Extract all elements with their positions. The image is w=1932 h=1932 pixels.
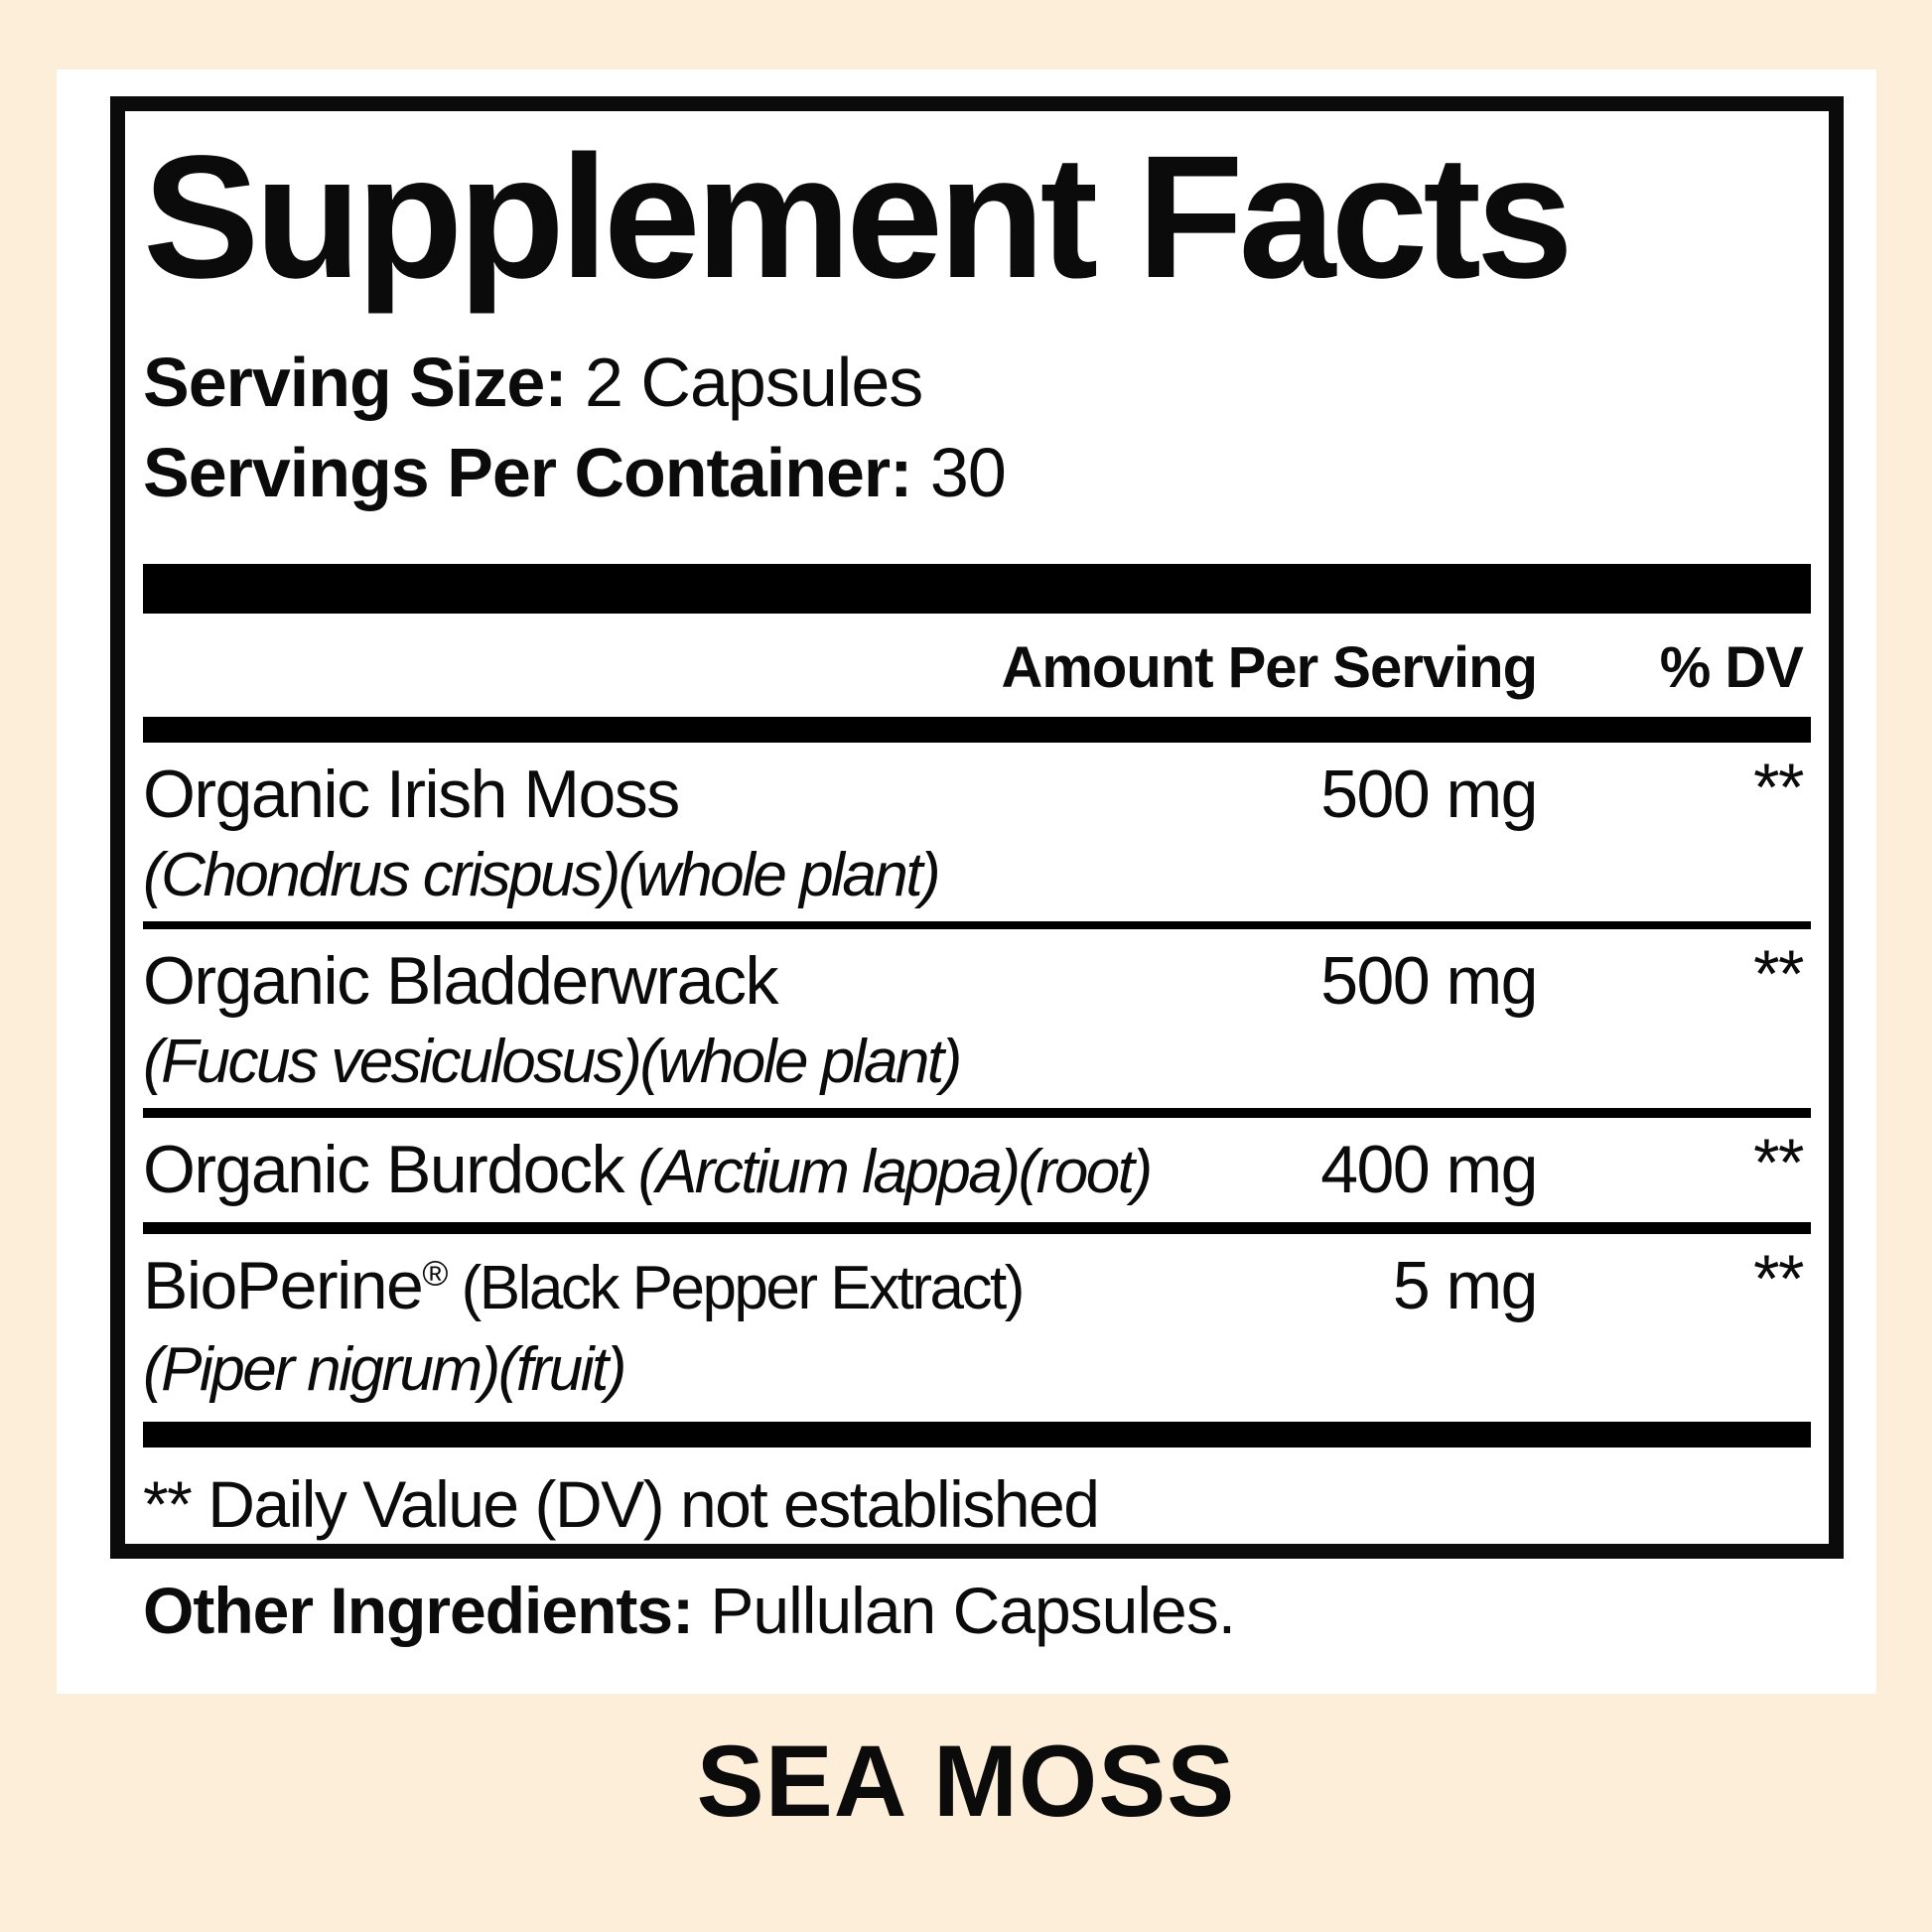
other-ingredients-label: Other Ingredients: — [143, 1574, 694, 1647]
ingredient-main-line: Organic Irish Moss 500 mg ** — [143, 753, 1811, 836]
ingredient-subline: (Chondrus crispus)(whole plant) — [143, 841, 941, 909]
ingredient-subline: (Piper nigrum)(fruit) — [143, 1335, 626, 1404]
other-ingredients-line: Other Ingredients: Pullulan Capsules. — [143, 1571, 1236, 1650]
amount-per-serving-header: Amount Per Serving — [1001, 635, 1538, 700]
product-name: SEA MOSS — [696, 1725, 1236, 1838]
ingredient-dv: ** — [1753, 1125, 1804, 1200]
ingredient-name-note: (Arctium lappa)(root) — [622, 1138, 1153, 1206]
ingredient-amount: 500 mg — [1320, 757, 1538, 832]
column-header-row: Amount Per Serving % DV — [143, 614, 1811, 717]
other-ingredients-value: Pullulan Capsules. — [710, 1574, 1236, 1647]
daily-value-footnote: ** Daily Value (DV) not established — [143, 1467, 1100, 1541]
ingredient-main-line: Organic Bladderwrack 500 mg ** — [143, 939, 1811, 1023]
ingredient-row: BioPerine® (Black Pepper Extract) 5 mg *… — [143, 1234, 1811, 1418]
supplement-facts-panel: Supplement Facts Serving Size: 2 Capsule… — [110, 96, 1844, 1559]
label-card: Supplement Facts Serving Size: 2 Capsule… — [57, 69, 1876, 1694]
ingredient-name: Organic Bladderwrack — [143, 943, 778, 1019]
divider-thick-top — [143, 564, 1811, 614]
ingredient-amount: 500 mg — [1320, 943, 1538, 1019]
ingredient-row: Organic Irish Moss 500 mg ** (Chondrus c… — [143, 743, 1811, 929]
serving-info: Serving Size: 2 Capsules Servings Per Co… — [143, 338, 1811, 518]
serving-size-line: Serving Size: 2 Capsules — [143, 338, 1811, 428]
ingredient-amount: 400 mg — [1320, 1132, 1538, 1207]
ingredient-amount: 5 mg — [1392, 1248, 1539, 1323]
serving-size-value: 2 Capsules — [585, 344, 923, 421]
ingredient-rows: Organic Irish Moss 500 mg ** (Chondrus c… — [143, 743, 1811, 1418]
ingredient-dv: ** — [1753, 1241, 1804, 1316]
servings-per-container-line: Servings Per Container: 30 — [143, 428, 1811, 518]
divider-above-footnote — [143, 1422, 1811, 1448]
servings-per-container-label: Servings Per Container: — [143, 434, 912, 511]
ingredient-row: Organic Burdock (Arctium lappa)(root) 40… — [143, 1118, 1811, 1234]
ingredient-dv: ** — [1753, 750, 1804, 825]
ingredient-dv: ** — [1753, 936, 1804, 1012]
ingredient-main-line: Organic Burdock (Arctium lappa)(root) 40… — [143, 1128, 1811, 1214]
divider-under-header — [143, 717, 1811, 743]
serving-size-label: Serving Size: — [143, 344, 568, 421]
ingredient-row: Organic Bladderwrack 500 mg ** (Fucus ve… — [143, 929, 1811, 1118]
panel-title: Supplement Facts — [143, 120, 1574, 315]
ingredient-name: BioPerine® (Black Pepper Extract) — [143, 1248, 1026, 1323]
ingredient-name: Organic Irish Moss — [143, 757, 680, 832]
ingredient-name: Organic Burdock (Arctium lappa)(root) — [143, 1132, 1153, 1207]
ingredient-main-line: BioPerine® (Black Pepper Extract) 5 mg *… — [143, 1244, 1811, 1330]
registered-trademark-symbol: ® — [422, 1254, 448, 1294]
ingredient-subline: (Fucus vesiculosus)(whole plant) — [143, 1028, 962, 1096]
percent-dv-header: % DV — [1659, 635, 1804, 700]
ingredient-name-note: (Black Pepper Extract) — [446, 1254, 1026, 1322]
servings-per-container-value: 30 — [929, 434, 1007, 511]
